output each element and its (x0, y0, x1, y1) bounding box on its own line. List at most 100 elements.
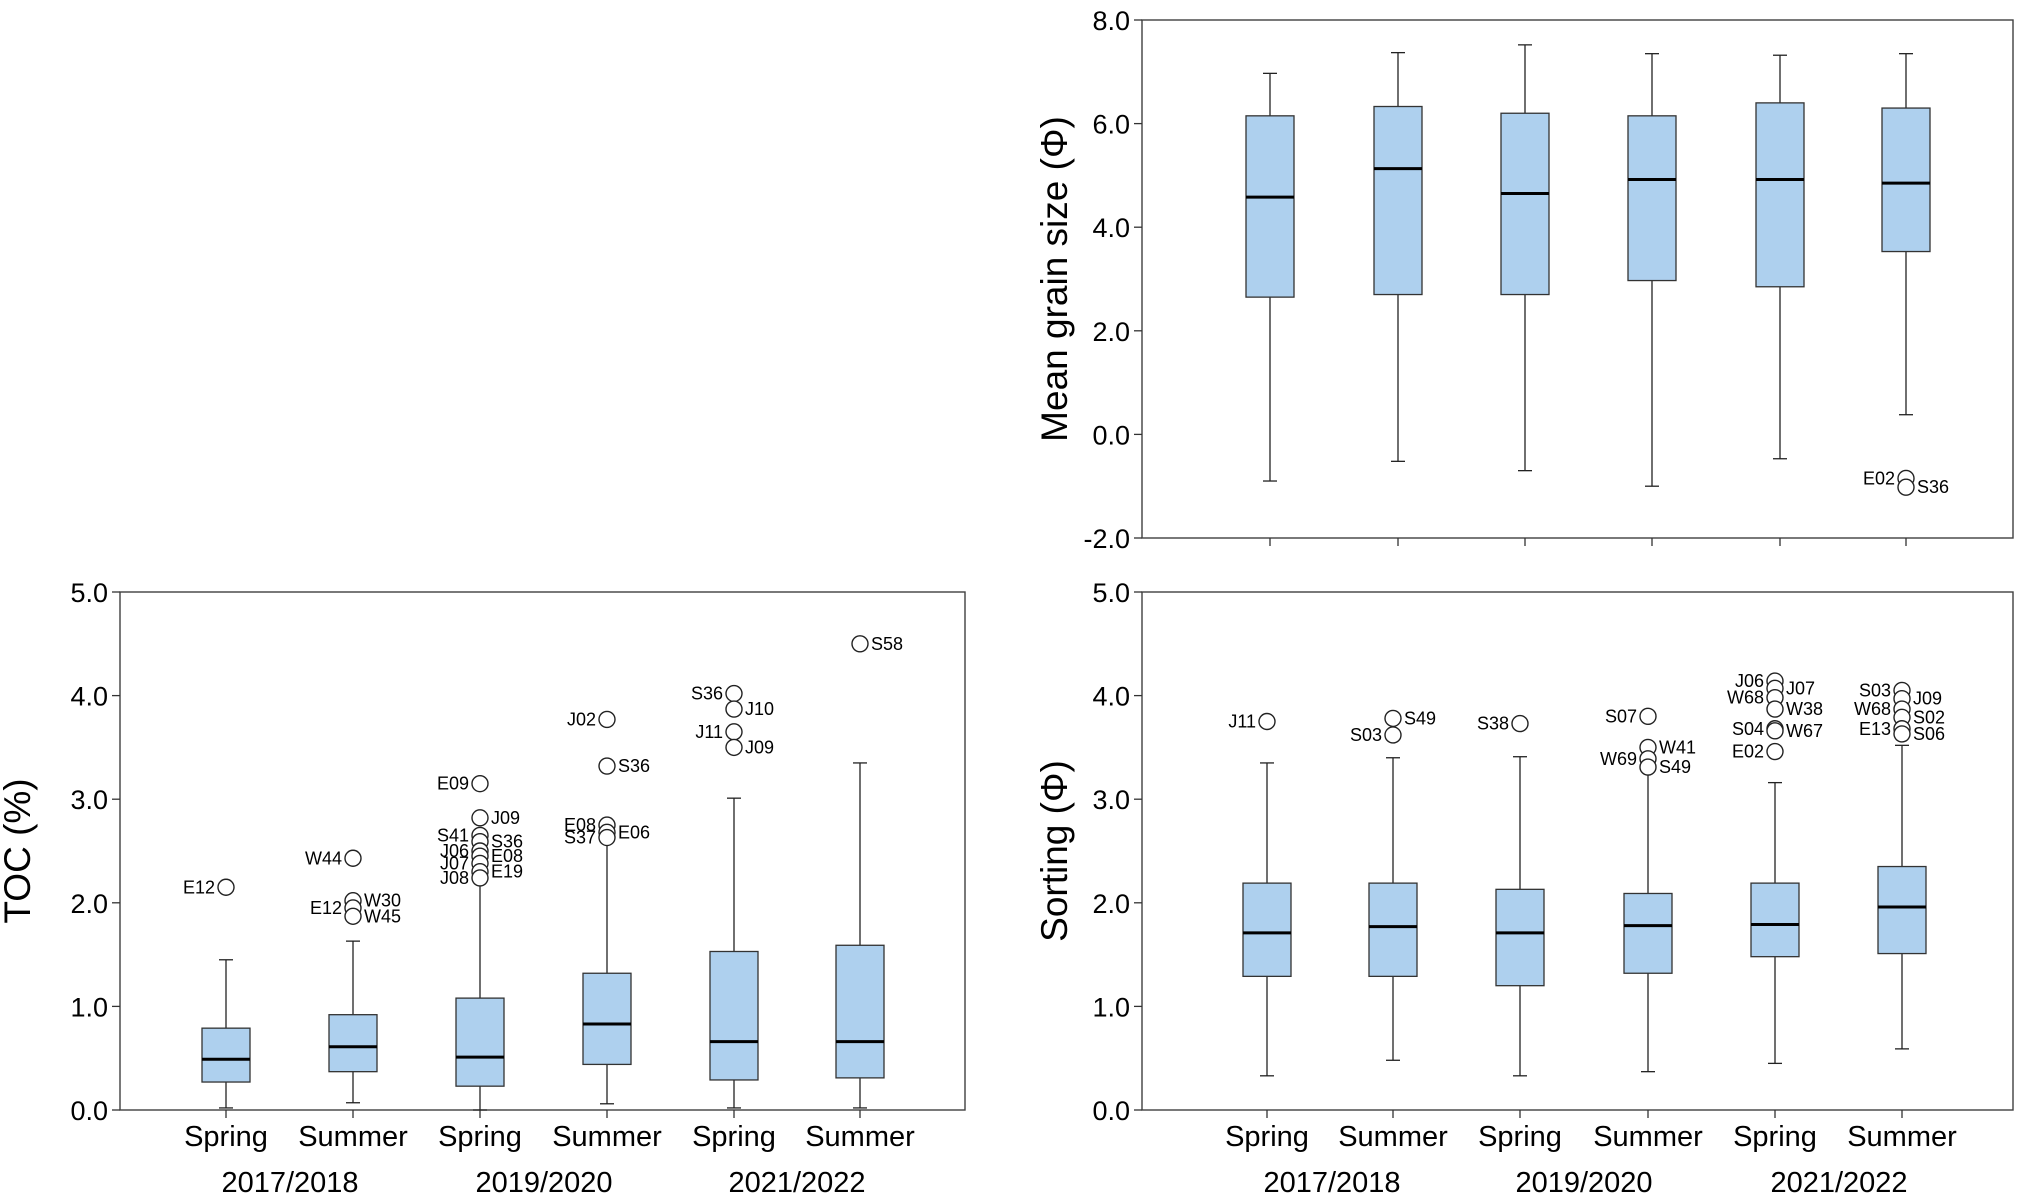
outlier-label: S49 (1659, 757, 1691, 777)
outlier-label: E02 (1863, 468, 1895, 488)
box-plot-2: S49 S03 (1350, 708, 1436, 1061)
box-plot-1: E12 (183, 877, 251, 1109)
outlier-label: W38 (1786, 699, 1823, 719)
outlier-point (598, 757, 616, 775)
x-category-label: Spring (1478, 1121, 1562, 1153)
iqr-box (201, 1027, 251, 1083)
outlier-label: E12 (183, 877, 215, 897)
iqr-box (1877, 865, 1927, 955)
y-tick-label: 4.0 (70, 682, 108, 712)
y-tick-label: -2.0 (1083, 524, 1130, 554)
outlier-label: S04 (1732, 719, 1764, 739)
x-year-label: 2017/2018 (1263, 1167, 1400, 1199)
outlier-point (1893, 725, 1911, 743)
y-tick-label: 4.0 (1092, 682, 1130, 712)
box-plot-2 (1373, 51, 1423, 462)
outlier-label: S36 (1917, 477, 1949, 497)
y-tick-label: 0.0 (1092, 420, 1130, 450)
sorting-boxplot-panel: 0.0 1.0 2.0 3.0 4.0 5.0 Sorting (Φ) Spring Summe… (1034, 578, 2014, 1199)
outlier-label: J07 (1786, 678, 1815, 698)
outlier-label: J08 (440, 868, 469, 888)
outlier-label: J10 (745, 699, 774, 719)
outlier-label: S49 (1404, 708, 1436, 728)
plot-frame (119, 591, 966, 1111)
iqr-box (1627, 115, 1677, 282)
outlier-label: S06 (1913, 724, 1945, 744)
x-category-label: Spring (438, 1121, 522, 1153)
outlier-point (725, 684, 743, 703)
outlier-point (344, 907, 362, 925)
y-tick-label: 6.0 (1092, 110, 1130, 140)
x-category-label: Summer (805, 1121, 915, 1153)
toc-boxplot-panel: 0.0 1.0 2.0 3.0 4.0 5.0 TOC (%) Spring Summer Spr… (0, 578, 966, 1199)
outlier-point (725, 738, 743, 757)
outlier-point (851, 635, 869, 653)
outlier-label: J07 (440, 853, 469, 873)
x-category-label: Summer (552, 1121, 662, 1153)
outlier-label: J02 (567, 709, 596, 729)
outlier-label: E19 (491, 862, 523, 882)
plot-frame (1141, 591, 2014, 1111)
outlier-point (471, 869, 489, 887)
y-tick-label: 0.0 (70, 1096, 108, 1126)
x-year-label: 2021/2022 (1770, 1167, 1907, 1199)
outlier-label: S36 (691, 684, 723, 704)
outlier-point (1897, 478, 1915, 496)
outlier-point (725, 723, 743, 741)
iqr-box (1750, 882, 1800, 958)
iqr-box (1495, 888, 1545, 987)
outlier-label: E12 (310, 898, 342, 918)
x-category-label: Summer (1338, 1121, 1448, 1153)
plot-frame (1141, 19, 2014, 539)
x-category-label: Summer (1847, 1121, 1957, 1153)
box-plot-4: J02 S36 E08 E06 S37 (564, 709, 650, 1105)
outlier-label: E02 (1732, 742, 1764, 762)
box-plot-4 (1627, 53, 1677, 487)
outlier-label: J09 (1913, 689, 1942, 709)
iqr-box (582, 972, 632, 1066)
outlier-label: E08 (564, 815, 596, 835)
x-category-label: Spring (184, 1121, 268, 1153)
x-category-label: Spring (1733, 1121, 1817, 1153)
outlier-label: E06 (618, 822, 650, 842)
iqr-box (328, 1014, 378, 1073)
outlier-label: S02 (1913, 707, 1945, 727)
outlier-point (1384, 726, 1402, 744)
iqr-box (835, 944, 885, 1079)
box-plot-1: J11 (1228, 712, 1292, 1077)
y-tick-label: 8.0 (1092, 6, 1130, 36)
y-axis-title: Mean grain size (Φ) (1034, 116, 1075, 442)
box-plot-6: S58 (835, 634, 903, 1109)
box-plot-3: E09 J09 S41 S36 J06 E08 J07 E19 J08 (437, 774, 523, 1111)
y-tick-label: 0.0 (1092, 1096, 1130, 1126)
outlier-label: W44 (305, 848, 342, 868)
y-axis-title: Sorting (Φ) (1034, 760, 1075, 942)
x-category-label: Summer (1593, 1121, 1703, 1153)
outlier-label: W30 (364, 891, 401, 911)
y-tick-label: 4.0 (1092, 213, 1130, 243)
box-plot-6: S03 J09 W68 S02 E13 S06 (1854, 680, 1945, 1050)
outlier-point (1766, 742, 1784, 761)
outlier-point (1511, 714, 1529, 733)
box-plot-3 (1500, 44, 1550, 472)
outlier-label: W67 (1786, 721, 1823, 741)
outlier-point (471, 809, 489, 827)
box-plot-1 (1245, 72, 1295, 482)
outlier-label: S36 (618, 756, 650, 776)
iqr-box (709, 950, 759, 1081)
y-tick-label: 5.0 (1092, 578, 1130, 608)
iqr-box (1623, 892, 1673, 974)
outlier-point (1258, 712, 1276, 731)
outlier-point (598, 710, 616, 729)
y-tick-label: 5.0 (70, 578, 108, 608)
iqr-box (1500, 112, 1550, 296)
grain-size-boxplot-panel: -2.0 0.0 2.0 4.0 6.0 8.0 Mean grain size (Φ) E0… (1034, 6, 2014, 554)
box-plot-5: J06 J07 W68 W38 S04 W67 E02 (1727, 671, 1823, 1065)
iqr-box (1881, 107, 1931, 253)
box-plot-5: S36 J10 J11 J09 (691, 684, 774, 1109)
iqr-box (1242, 882, 1292, 978)
outlier-label: W41 (1659, 737, 1696, 757)
outlier-point (1639, 758, 1657, 776)
x-year-label: 2019/2020 (1515, 1167, 1652, 1199)
